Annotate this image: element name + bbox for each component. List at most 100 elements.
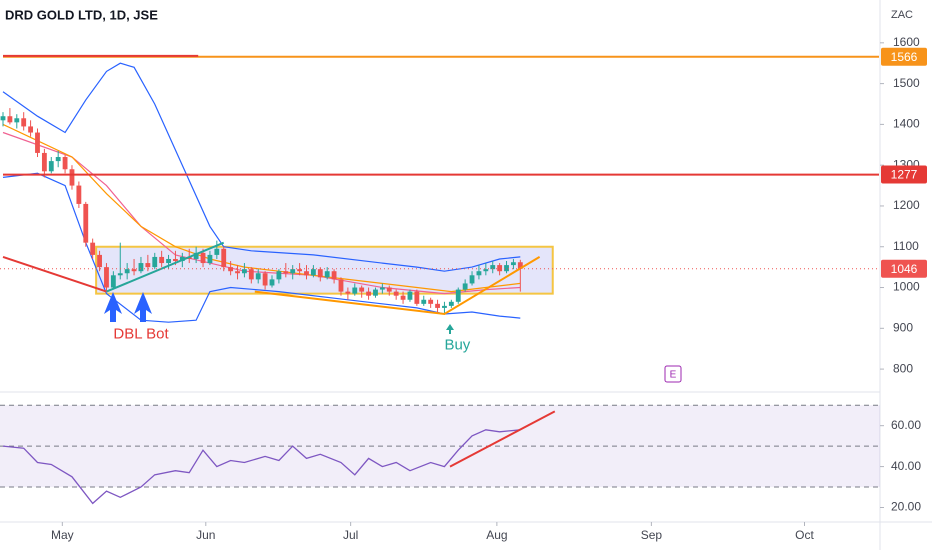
arrow	[134, 292, 152, 322]
candle-body	[255, 273, 261, 280]
candle-body	[35, 132, 40, 153]
candle-body	[379, 287, 385, 290]
candle-body	[269, 279, 275, 286]
rsi-trend-line	[449, 410, 556, 468]
candle-body	[131, 269, 137, 272]
candle-body	[455, 289, 461, 302]
indicator-line	[2, 62, 521, 272]
candle-body	[352, 287, 358, 294]
currency-label: ZAC	[891, 9, 913, 21]
indicator-line	[2, 131, 521, 295]
candle-body	[435, 303, 440, 308]
rsi-line	[2, 429, 521, 505]
candle-body	[193, 252, 199, 259]
candle-body	[359, 287, 365, 292]
candle-body	[366, 291, 371, 296]
candle-body	[400, 295, 406, 300]
x-tick-label: Oct	[795, 528, 814, 542]
candle-body	[7, 116, 13, 123]
indicator-line	[2, 123, 521, 293]
candle-body	[90, 242, 96, 255]
candle-body	[214, 248, 220, 255]
arrow	[104, 292, 122, 322]
candle-body	[14, 118, 20, 123]
candle-body	[228, 267, 234, 272]
candle-body	[173, 258, 178, 262]
candle-body	[152, 256, 158, 268]
candle-body	[407, 291, 413, 300]
candle-body	[221, 248, 227, 268]
candle-body	[0, 116, 6, 121]
indicator-line	[2, 172, 521, 323]
candle-body	[262, 273, 268, 286]
range-box	[95, 245, 554, 295]
candle-body	[76, 185, 82, 204]
x-tick-label: May	[51, 528, 74, 542]
candle-body	[28, 126, 34, 133]
candle-body	[476, 271, 482, 276]
candle-body	[242, 269, 247, 274]
trend-line	[254, 256, 541, 316]
candle-body	[159, 256, 165, 264]
candle-body	[462, 283, 468, 290]
candle-body	[331, 271, 337, 280]
candle-body	[55, 157, 61, 162]
rsi-tick-label: 20.00	[891, 500, 921, 514]
y-tick-label: 1400	[893, 117, 920, 131]
price-tag	[881, 47, 927, 66]
candle-body	[338, 279, 344, 292]
y-tick-label: 1200	[893, 198, 920, 212]
candle-body	[69, 169, 75, 186]
candle-body	[324, 271, 330, 278]
candle-body	[110, 275, 116, 288]
x-tick-label: Sep	[641, 528, 663, 542]
candle-body	[297, 269, 303, 272]
candle-body	[124, 269, 130, 274]
candle-body	[117, 273, 123, 276]
candle-body	[483, 269, 489, 272]
trend-line	[2, 255, 107, 293]
candle-body	[490, 265, 496, 270]
candle-body	[310, 269, 316, 276]
y-tick-label: 1600	[893, 35, 920, 49]
candle-body	[304, 271, 309, 276]
annotation: Buy	[444, 336, 470, 353]
candle-body	[207, 254, 213, 264]
candle-body	[290, 269, 296, 274]
rsi-tick-label: 40.00	[891, 459, 921, 473]
candle-body	[138, 263, 144, 272]
candle-body	[373, 289, 378, 296]
annotation: DBL Bot	[113, 325, 169, 342]
candle-body	[421, 299, 427, 304]
candle-body	[511, 262, 516, 266]
candle-body	[21, 118, 27, 127]
event-label: E	[670, 370, 677, 381]
candle-body	[448, 301, 454, 306]
event-marker	[664, 365, 682, 383]
candle-body	[104, 267, 109, 288]
candle-body	[166, 258, 171, 264]
candle-body	[497, 265, 503, 272]
price-tag	[881, 165, 927, 184]
candle-body	[442, 305, 447, 308]
price-tag-label: 1046	[891, 262, 918, 276]
candle-body	[97, 254, 102, 268]
x-tick-label: Jun	[196, 528, 215, 542]
candle-body	[517, 262, 523, 269]
candle-body	[235, 271, 240, 274]
candle-body	[62, 157, 68, 170]
candle-body	[414, 291, 420, 304]
x-tick-label: Aug	[486, 528, 507, 542]
chart-title: DRD GOLD LTD, 1D, JSE	[5, 7, 158, 22]
candle-body	[345, 291, 351, 294]
candle-body	[248, 269, 254, 280]
price-tag-label: 1566	[891, 50, 918, 64]
candle-body	[393, 291, 399, 296]
candle-body	[48, 161, 54, 172]
y-tick-label: 800	[893, 361, 913, 375]
price-tag-label: 1277	[891, 168, 918, 182]
candle-body	[41, 152, 47, 172]
trend-line	[106, 241, 225, 293]
